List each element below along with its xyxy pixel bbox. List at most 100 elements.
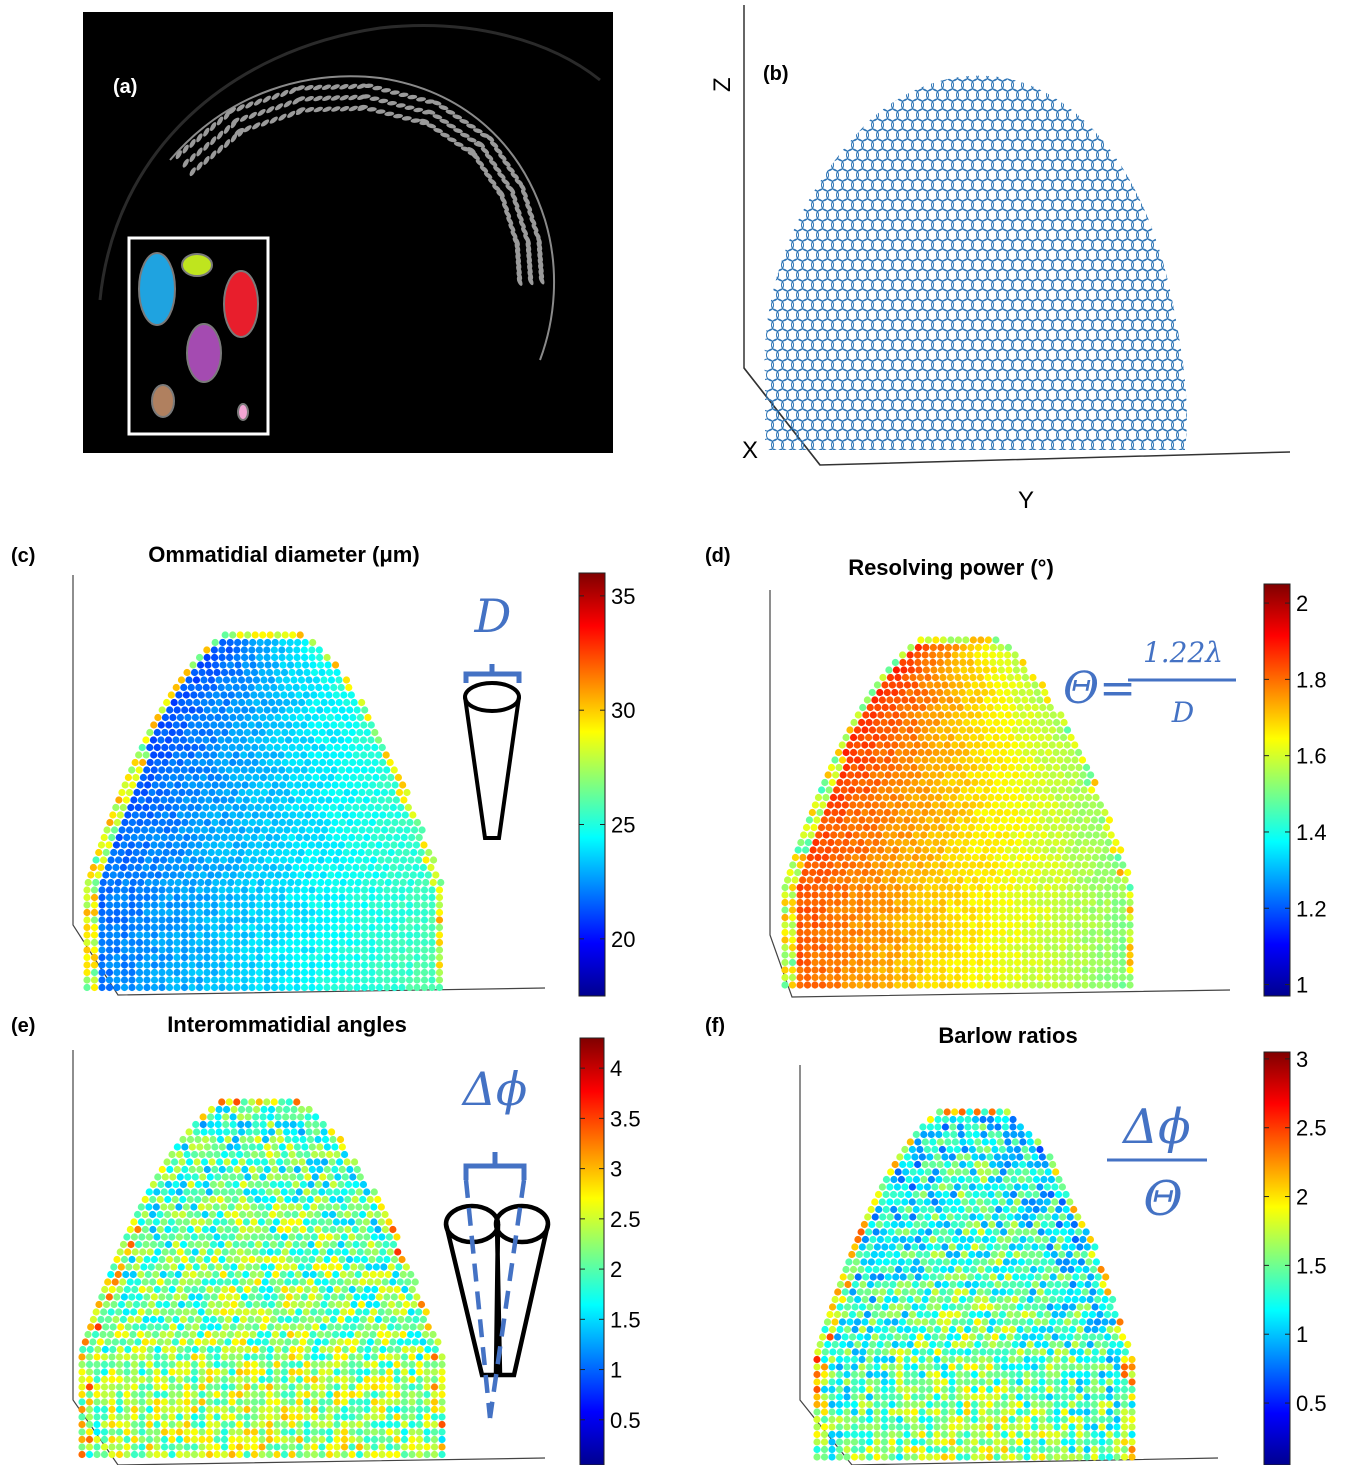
ommatidium-dot	[349, 758, 357, 767]
ommatidium-dot	[997, 711, 1005, 719]
ommatidium-dot	[296, 713, 305, 722]
ommatidium-ring	[1171, 218, 1184, 232]
ommatidium-dot	[224, 803, 232, 812]
ommatidium-dot	[1012, 666, 1021, 674]
ommatidium-ring	[766, 248, 779, 262]
ommatidium-dot	[1011, 658, 1019, 667]
ommatidium-dot	[243, 743, 251, 752]
facet	[525, 203, 533, 212]
ommatidium-dot	[394, 871, 402, 879]
ommatidium-dot	[964, 876, 972, 884]
ommatidium-dot	[882, 793, 890, 802]
ommatidium-dot	[1006, 673, 1015, 682]
facet	[537, 252, 543, 262]
ommatidium-dot	[962, 733, 970, 742]
ommatidium-dot	[330, 908, 339, 917]
ommatidium-dot	[969, 748, 978, 757]
ommatidium-dot	[83, 968, 91, 977]
ommatidium-dot	[233, 653, 241, 662]
ommatidium-dot	[300, 886, 309, 894]
ommatidium-dot	[1031, 876, 1039, 884]
facet	[525, 236, 531, 246]
ommatidium-dot	[143, 886, 151, 894]
facet	[432, 114, 443, 120]
ommatidium-dot	[392, 878, 400, 887]
ommatidium-dot	[898, 688, 906, 697]
ommatidium-dot	[1024, 876, 1032, 884]
ommatidium-dot	[165, 938, 174, 947]
ommatidium-dot	[991, 861, 999, 869]
ommatidium-dot	[953, 883, 962, 892]
ommatidium-dot	[921, 741, 929, 749]
ommatidium-dot	[878, 696, 886, 704]
ommatidium-dot	[173, 953, 181, 962]
ommatidium-dot	[181, 706, 189, 714]
ommatidium-dot	[315, 931, 324, 939]
ommatidium-dot	[130, 796, 138, 804]
ommatidium-dot	[1016, 876, 1024, 884]
ommatidium-dot	[184, 773, 193, 782]
ommatidium-dot	[173, 706, 181, 714]
ommatidium-dot	[920, 831, 928, 839]
ommatidium-dot	[975, 823, 983, 832]
ommatidium-dot	[135, 908, 144, 917]
ommatidium-dot	[1007, 718, 1016, 727]
ommatidium-dot	[241, 638, 249, 647]
ommatidium-dot	[946, 898, 954, 907]
ommatidium-dot	[1069, 876, 1077, 884]
ommatidium-dot	[377, 856, 385, 864]
ommatidium-dot	[199, 713, 207, 722]
ommatidium-dot	[968, 891, 977, 899]
ommatidium-dot	[907, 823, 916, 832]
ommatidium-dot	[248, 916, 256, 924]
ommatidium-dot	[852, 793, 860, 802]
ommatidium-dot	[1027, 771, 1035, 779]
ommatidium-dot	[932, 748, 940, 757]
ommatidium-ring	[1152, 59, 1164, 71]
ommatidium-ring	[1041, 78, 1054, 92]
ommatidium-dot	[1029, 838, 1037, 847]
ommatidium-dot	[237, 848, 245, 857]
ommatidium-dot	[248, 901, 256, 909]
ommatidium-dot	[820, 816, 829, 824]
ommatidium-dot	[405, 908, 414, 917]
ommatidium-dot	[130, 833, 138, 842]
ommatidium-ring	[816, 128, 829, 142]
ommatidium-dot	[168, 743, 176, 752]
ommatidium-dot	[248, 923, 256, 932]
ommatidium-dot	[1124, 868, 1132, 877]
ommatidium-dot	[883, 726, 892, 734]
facet	[372, 85, 383, 91]
ommatidium-dot	[901, 696, 909, 704]
facet	[196, 147, 203, 157]
ommatidium-dot	[931, 801, 939, 809]
ommatidium-dot	[215, 698, 223, 707]
ommatidium-dot	[196, 818, 204, 827]
facet	[330, 84, 340, 90]
ommatidium-dot	[371, 811, 379, 819]
ommatidium-dot	[966, 688, 974, 697]
ommatidium-dot	[1088, 898, 1097, 907]
ommatidium-dot	[333, 743, 341, 752]
ommatidium-dot	[325, 796, 333, 804]
ommatidium-dot	[270, 886, 279, 894]
ommatidium-ring	[866, 88, 879, 102]
ommatidium-dot	[98, 976, 106, 984]
ommatidium-dot	[289, 758, 297, 767]
ommatidium-dot	[350, 848, 358, 857]
ommatidium-dot	[330, 976, 339, 984]
ommatidium-dot	[342, 676, 351, 684]
ommatidium-dot	[148, 788, 156, 797]
ommatidium-dot	[907, 846, 915, 854]
ommatidium-dot	[225, 653, 234, 662]
ommatidium-dot	[891, 756, 899, 764]
ommatidium-dot	[838, 741, 846, 749]
ommatidium-dot	[100, 833, 108, 842]
ommatidium-ring	[1181, 118, 1187, 132]
ommatidium-dot	[158, 706, 166, 714]
ommatidium-dot	[282, 676, 291, 684]
ommatidium-dot	[278, 908, 286, 917]
ommatidium-dot	[250, 796, 258, 804]
ommatidium-dot	[263, 916, 271, 924]
ommatidium-dot	[188, 908, 196, 917]
